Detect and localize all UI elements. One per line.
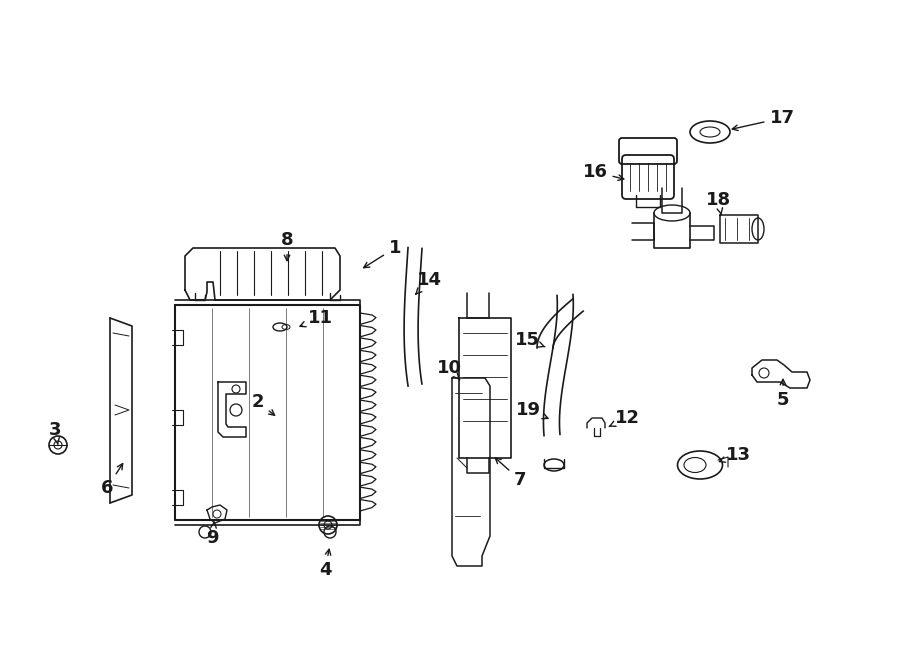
Text: 15: 15 bbox=[515, 331, 544, 349]
Text: 6: 6 bbox=[101, 463, 122, 497]
Text: 17: 17 bbox=[733, 109, 795, 131]
Text: 1: 1 bbox=[364, 239, 401, 268]
Text: 8: 8 bbox=[281, 231, 293, 260]
Text: 11: 11 bbox=[300, 309, 332, 327]
Text: 5: 5 bbox=[777, 379, 789, 409]
Text: 3: 3 bbox=[49, 421, 61, 445]
Text: 14: 14 bbox=[416, 271, 442, 294]
Text: 16: 16 bbox=[582, 163, 624, 181]
Text: 10: 10 bbox=[436, 359, 462, 380]
Text: 12: 12 bbox=[609, 409, 640, 427]
Text: 4: 4 bbox=[319, 549, 331, 579]
Text: 13: 13 bbox=[719, 446, 751, 464]
Text: 2: 2 bbox=[252, 393, 274, 415]
Text: 7: 7 bbox=[495, 458, 526, 489]
Text: 19: 19 bbox=[516, 401, 548, 419]
Text: 18: 18 bbox=[706, 191, 731, 215]
Text: 9: 9 bbox=[206, 522, 218, 547]
